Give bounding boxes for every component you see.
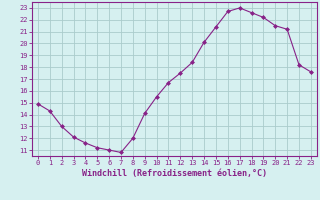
X-axis label: Windchill (Refroidissement éolien,°C): Windchill (Refroidissement éolien,°C) — [82, 169, 267, 178]
